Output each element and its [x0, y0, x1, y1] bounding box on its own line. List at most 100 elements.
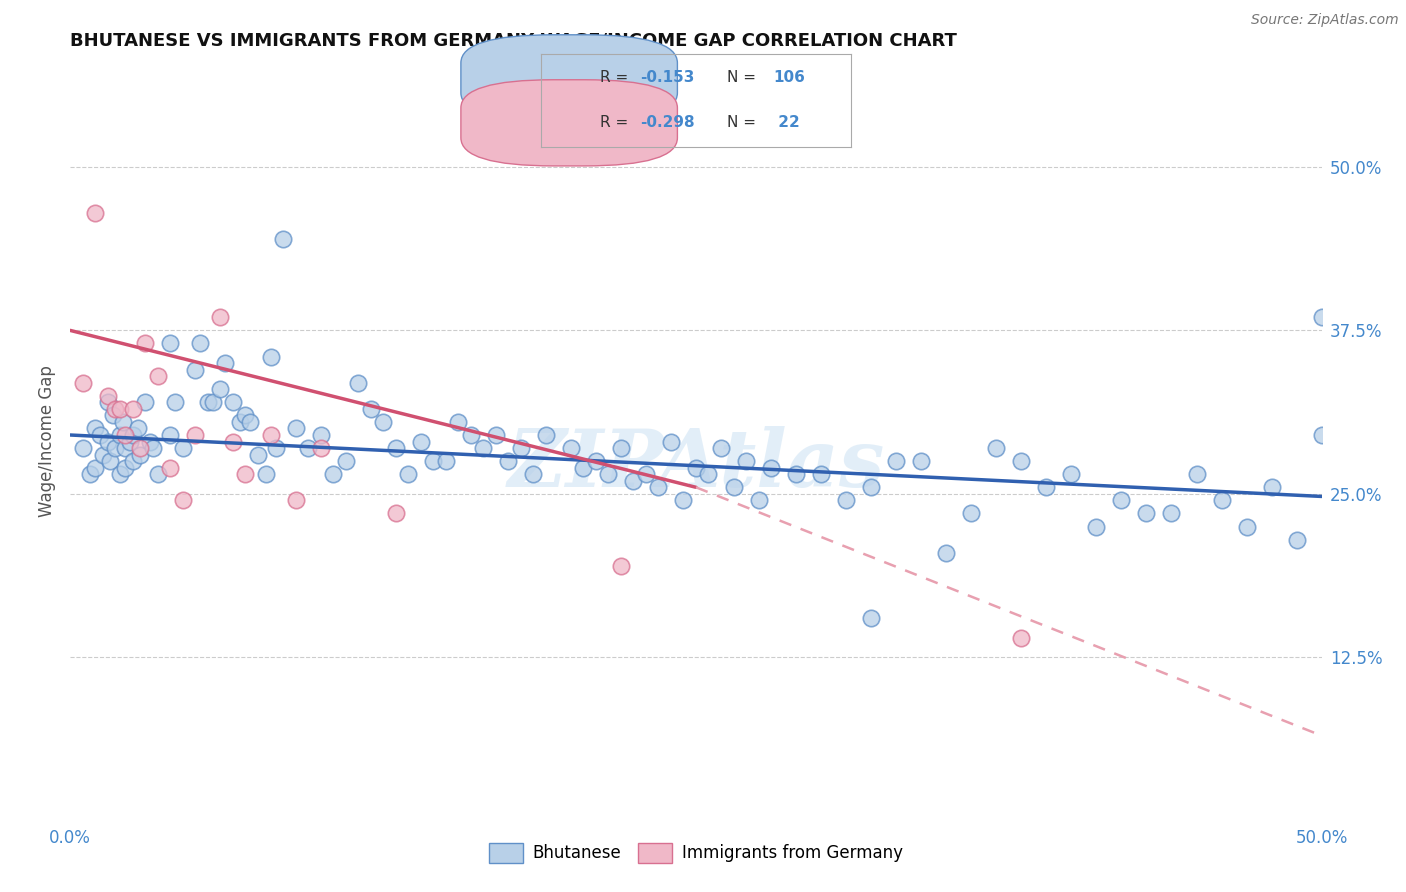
- FancyBboxPatch shape: [461, 79, 678, 166]
- Point: [247, 448, 270, 462]
- Point: [1035, 480, 1057, 494]
- Point: [560, 441, 582, 455]
- Point: [235, 467, 257, 482]
- Point: [101, 409, 124, 423]
- Point: [197, 395, 219, 409]
- Point: [190, 336, 212, 351]
- Point: [910, 454, 932, 468]
- Point: [1085, 519, 1108, 533]
- Text: -0.298: -0.298: [640, 115, 695, 130]
- Point: [1310, 428, 1333, 442]
- Point: [146, 369, 169, 384]
- Text: R =: R =: [600, 115, 628, 130]
- Point: [384, 441, 406, 455]
- Point: [434, 454, 457, 468]
- Point: [254, 467, 277, 482]
- Point: [360, 401, 382, 416]
- Point: [1310, 310, 1333, 325]
- Point: [79, 467, 101, 482]
- Text: R =: R =: [600, 70, 633, 86]
- Point: [309, 428, 332, 442]
- Point: [1185, 467, 1208, 482]
- Point: [1010, 631, 1032, 645]
- Point: [114, 460, 136, 475]
- Point: [165, 395, 187, 409]
- Point: [259, 350, 281, 364]
- Point: [672, 493, 695, 508]
- Point: [111, 415, 134, 429]
- Point: [522, 467, 544, 482]
- Point: [120, 434, 142, 449]
- Point: [1285, 533, 1308, 547]
- Point: [72, 376, 94, 390]
- Point: [472, 441, 495, 455]
- Point: [534, 428, 557, 442]
- Point: [860, 480, 883, 494]
- Point: [146, 467, 169, 482]
- Point: [610, 558, 633, 573]
- Point: [129, 441, 152, 455]
- Point: [785, 467, 807, 482]
- Point: [114, 441, 136, 455]
- Point: [139, 434, 162, 449]
- Point: [184, 362, 207, 376]
- Point: [498, 454, 520, 468]
- Point: [121, 454, 145, 468]
- Point: [1135, 507, 1157, 521]
- Point: [104, 401, 127, 416]
- Point: [322, 467, 344, 482]
- Point: [384, 507, 406, 521]
- Point: [110, 401, 132, 416]
- Point: [460, 428, 482, 442]
- Point: [1211, 493, 1233, 508]
- Point: [84, 421, 107, 435]
- Point: [723, 480, 745, 494]
- Point: [91, 448, 114, 462]
- Point: [810, 467, 832, 482]
- Text: ZIPAtlas: ZIPAtlas: [508, 425, 884, 503]
- Text: 22: 22: [773, 115, 800, 130]
- Legend: Bhutanese, Immigrants from Germany: Bhutanese, Immigrants from Germany: [482, 837, 910, 869]
- Point: [1111, 493, 1133, 508]
- Point: [97, 434, 120, 449]
- Point: [935, 546, 957, 560]
- Point: [239, 415, 262, 429]
- Point: [159, 460, 181, 475]
- Point: [835, 493, 858, 508]
- Point: [347, 376, 370, 390]
- Point: [98, 454, 121, 468]
- Point: [84, 206, 107, 220]
- Point: [129, 448, 152, 462]
- Point: [184, 428, 207, 442]
- Point: [621, 474, 644, 488]
- Point: [1160, 507, 1182, 521]
- Point: [960, 507, 983, 521]
- Point: [229, 415, 252, 429]
- Point: [1260, 480, 1282, 494]
- Point: [748, 493, 770, 508]
- Point: [371, 415, 394, 429]
- Point: [284, 421, 307, 435]
- Point: [647, 480, 669, 494]
- Point: [134, 336, 156, 351]
- Point: [284, 493, 307, 508]
- Point: [297, 441, 319, 455]
- Point: [986, 441, 1008, 455]
- Point: [1236, 519, 1258, 533]
- Point: [634, 467, 657, 482]
- Point: [572, 460, 595, 475]
- Point: [97, 389, 120, 403]
- Point: [1060, 467, 1083, 482]
- Point: [610, 441, 633, 455]
- Text: BHUTANESE VS IMMIGRANTS FROM GERMANY WAGE/INCOME GAP CORRELATION CHART: BHUTANESE VS IMMIGRANTS FROM GERMANY WAG…: [70, 32, 957, 50]
- Y-axis label: Wage/Income Gap: Wage/Income Gap: [38, 366, 56, 517]
- FancyBboxPatch shape: [461, 35, 678, 121]
- Point: [335, 454, 357, 468]
- Point: [172, 493, 194, 508]
- Point: [1010, 454, 1032, 468]
- Point: [309, 441, 332, 455]
- Point: [271, 232, 294, 246]
- Point: [110, 428, 132, 442]
- Point: [264, 441, 287, 455]
- Point: [72, 441, 94, 455]
